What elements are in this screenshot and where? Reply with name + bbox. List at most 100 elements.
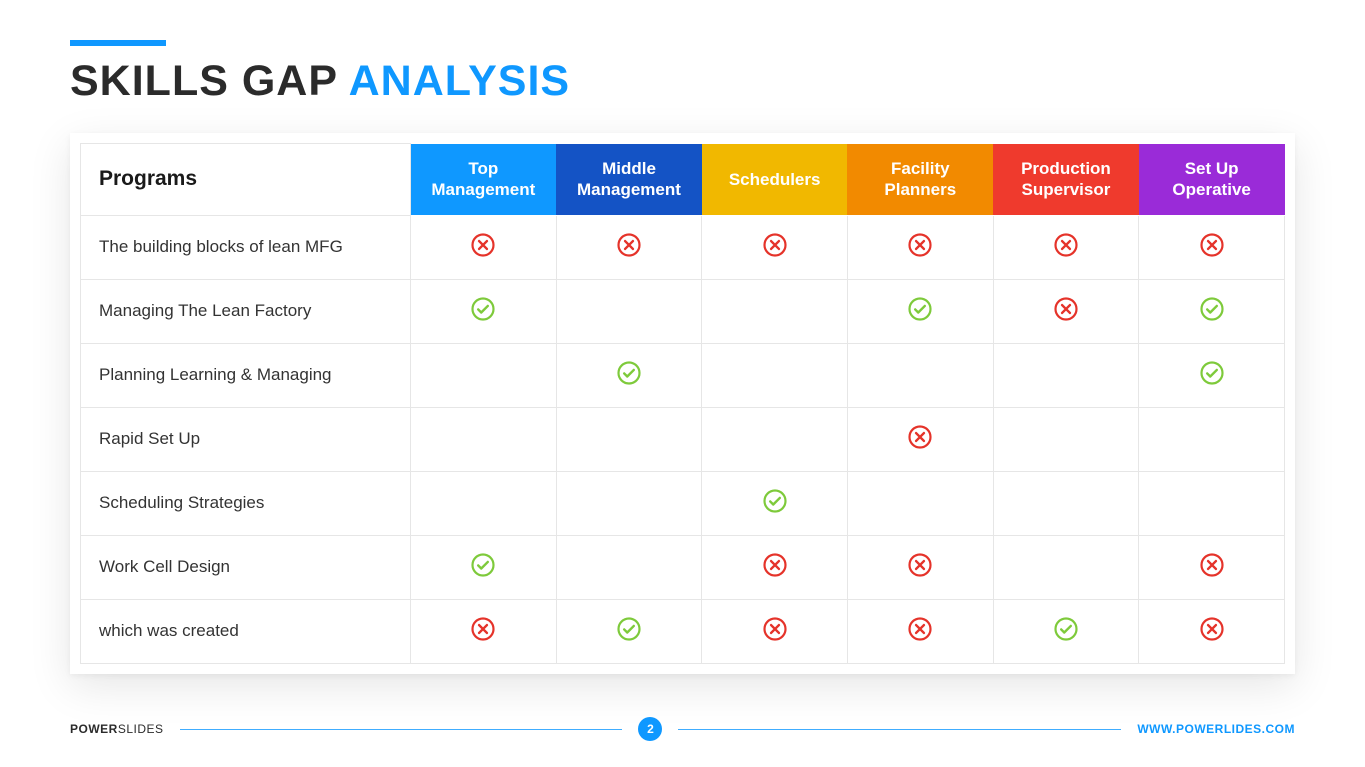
page-number: 2	[647, 722, 654, 736]
footer-line-right	[678, 729, 1121, 730]
status-cell	[556, 343, 702, 407]
cross-icon	[1198, 615, 1226, 643]
status-cell	[556, 215, 702, 279]
cross-icon	[1198, 231, 1226, 259]
program-name: which was created	[81, 599, 411, 663]
status-cell	[847, 407, 993, 471]
brand-part1: POWER	[70, 722, 118, 736]
cross-icon	[1198, 551, 1226, 579]
table-row: Rapid Set Up	[81, 407, 1285, 471]
role-header-label: TopManagement	[431, 159, 535, 199]
table-row: Work Cell Design	[81, 535, 1285, 599]
status-cell	[1139, 215, 1285, 279]
table-row: which was created	[81, 599, 1285, 663]
status-cell	[702, 215, 848, 279]
check-icon	[1198, 359, 1226, 387]
title-part2: ANALYSIS	[349, 57, 570, 105]
cross-icon	[1052, 231, 1080, 259]
role-header: ProductionSupervisor	[993, 144, 1139, 216]
status-cell	[847, 279, 993, 343]
status-cell	[993, 599, 1139, 663]
role-header: FacilityPlanners	[847, 144, 993, 216]
footer-url: WWW.POWERLIDES.COM	[1137, 722, 1295, 736]
role-header-label: Schedulers	[729, 170, 821, 189]
status-cell	[411, 599, 557, 663]
status-cell	[556, 407, 702, 471]
table-row: Scheduling Strategies	[81, 471, 1285, 535]
program-name: Scheduling Strategies	[81, 471, 411, 535]
footer-line-left	[180, 729, 623, 730]
role-header-label: FacilityPlanners	[884, 159, 956, 199]
cross-icon	[469, 615, 497, 643]
title-part1: SKILLS GAP	[70, 57, 349, 105]
cross-icon	[761, 231, 789, 259]
status-cell	[847, 215, 993, 279]
role-header-label: MiddleManagement	[577, 159, 681, 199]
cross-icon	[906, 551, 934, 579]
cross-icon	[906, 615, 934, 643]
status-cell	[702, 471, 848, 535]
status-cell	[993, 343, 1139, 407]
status-cell	[1139, 279, 1285, 343]
status-cell	[993, 471, 1139, 535]
check-icon	[1052, 615, 1080, 643]
status-cell	[1139, 599, 1285, 663]
status-cell	[556, 599, 702, 663]
status-cell	[556, 279, 702, 343]
status-cell	[847, 471, 993, 535]
status-cell	[1139, 407, 1285, 471]
role-header: TopManagement	[411, 144, 557, 216]
cross-icon	[906, 231, 934, 259]
status-cell	[411, 279, 557, 343]
footer: POWERSLIDES 2 WWW.POWERLIDES.COM	[70, 717, 1295, 741]
check-icon	[761, 487, 789, 515]
cross-icon	[906, 423, 934, 451]
role-header: MiddleManagement	[556, 144, 702, 216]
check-icon	[906, 295, 934, 323]
cross-icon	[1052, 295, 1080, 323]
status-cell	[411, 343, 557, 407]
status-cell	[411, 215, 557, 279]
skills-table: Programs TopManagement MiddleManagement …	[80, 143, 1285, 664]
status-cell	[556, 535, 702, 599]
accent-bar	[70, 40, 166, 46]
brand-part2: SLIDES	[118, 722, 164, 736]
status-cell	[556, 471, 702, 535]
brand: POWERSLIDES	[70, 722, 164, 736]
status-cell	[993, 407, 1139, 471]
table-card: Programs TopManagement MiddleManagement …	[70, 133, 1295, 674]
cross-icon	[615, 231, 643, 259]
status-cell	[702, 535, 848, 599]
status-cell	[847, 535, 993, 599]
status-cell	[847, 599, 993, 663]
cross-icon	[761, 551, 789, 579]
status-cell	[702, 343, 848, 407]
role-header-label: Set UpOperative	[1172, 159, 1250, 199]
status-cell	[1139, 471, 1285, 535]
status-cell	[993, 535, 1139, 599]
status-cell	[1139, 343, 1285, 407]
role-header-label: ProductionSupervisor	[1021, 159, 1111, 199]
status-cell	[993, 279, 1139, 343]
page-number-badge: 2	[638, 717, 662, 741]
status-cell	[847, 343, 993, 407]
title-block: SKILLS GAP ANALYSIS	[70, 40, 1295, 103]
program-name: Planning Learning & Managing	[81, 343, 411, 407]
program-name: Rapid Set Up	[81, 407, 411, 471]
role-header: Set UpOperative	[1139, 144, 1285, 216]
status-cell	[411, 407, 557, 471]
programs-header: Programs	[81, 144, 411, 216]
table-row: The building blocks of lean MFG	[81, 215, 1285, 279]
table-row: Managing The Lean Factory	[81, 279, 1285, 343]
cross-icon	[761, 615, 789, 643]
program-name: Work Cell Design	[81, 535, 411, 599]
page-title: SKILLS GAP ANALYSIS	[70, 60, 1295, 103]
table-body: The building blocks of lean MFGManaging …	[81, 215, 1285, 663]
table-row: Planning Learning & Managing	[81, 343, 1285, 407]
status-cell	[702, 279, 848, 343]
slide: SKILLS GAP ANALYSIS Programs TopManageme…	[0, 0, 1365, 767]
check-icon	[615, 615, 643, 643]
status-cell	[411, 471, 557, 535]
program-name: Managing The Lean Factory	[81, 279, 411, 343]
check-icon	[469, 295, 497, 323]
